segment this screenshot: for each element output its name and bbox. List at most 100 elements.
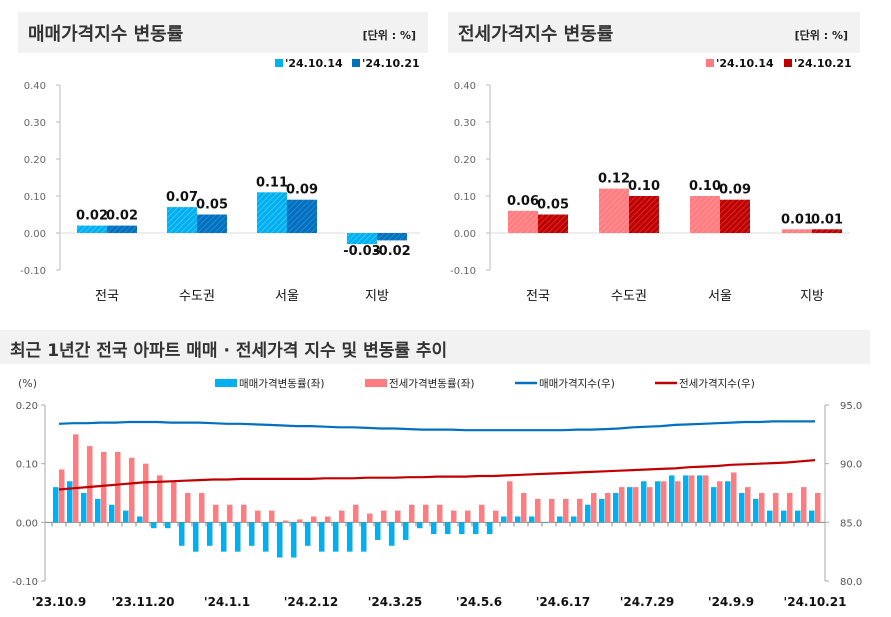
sale-rate-bar (431, 522, 437, 535)
bar-value-label: 0.02 (76, 209, 108, 224)
sale-rate-bar (389, 522, 395, 546)
bar-value-label: 0.10 (628, 179, 660, 194)
jeonse-rate-bar (787, 493, 793, 523)
jeonse-panel-header: 전세가격지수 변동률 [단위 : %] (448, 12, 860, 53)
jeonse-rate-bar (815, 493, 821, 523)
bar-week2 (287, 199, 317, 233)
jeonse-rate-bar (171, 481, 177, 523)
jeonse-index-line (58, 459, 816, 491)
x-tick-label: '24.10.21 (784, 595, 847, 609)
legend-label: '24.10.14 (285, 57, 343, 70)
jeonse-panel-unit: [단위 : %] (794, 29, 848, 42)
sale-rate-bar (95, 498, 101, 523)
bar-value-label: 0.09 (286, 183, 318, 198)
sale-rate-bar (711, 487, 717, 523)
x-tick-label: '24.7.29 (620, 595, 675, 609)
y-tick-label: -0.10 (450, 266, 476, 277)
sale-rate-bar (571, 516, 577, 523)
jeonse-rate-bar (157, 475, 163, 523)
jeonse-rate-bar (521, 493, 527, 523)
sale-rate-bar (361, 522, 367, 552)
bar-week2 (377, 233, 407, 241)
sale-rate-bar (277, 522, 283, 558)
legend-label: 매매가격지수(우) (539, 377, 615, 390)
x-tick-label: '24.2.12 (284, 595, 339, 609)
y-tick-label: 0.10 (24, 192, 46, 203)
y-tick-label: 0.40 (454, 81, 476, 92)
bar-week1 (347, 233, 377, 245)
sale-rate-bar (151, 522, 157, 529)
sale-rate-bar (333, 522, 339, 552)
sale-rate-bar (179, 522, 185, 546)
x-category-label: 서울 (708, 289, 732, 304)
jeonse-rate-bar (143, 463, 149, 523)
jeonse-rate-bar (59, 469, 65, 523)
jeonse-rate-bar (451, 510, 457, 523)
sale-rate-bar (221, 522, 227, 552)
legend-swatch (352, 59, 360, 67)
bar-week1 (782, 229, 812, 233)
jeonse-rate-bar (549, 498, 555, 523)
bar-week2 (107, 225, 137, 233)
bar-value-label: 0.05 (537, 198, 569, 213)
jeonse-rate-bar (661, 481, 667, 523)
jeonse-rate-bar (619, 487, 625, 523)
jeonse-rate-bar (283, 520, 289, 523)
legend-label: 전세가격지수(우) (679, 377, 755, 390)
sale-rate-bar (319, 522, 325, 552)
x-category-label: 전국 (526, 289, 550, 304)
x-tick-label: '23.10.9 (32, 595, 87, 609)
jeonse-rate-bar (381, 510, 387, 523)
bar-value-label: 0.01 (781, 212, 813, 227)
sale-rate-bar (375, 522, 381, 540)
jeonse-rate-bar (773, 493, 779, 523)
sale-rate-bar (235, 522, 241, 552)
right-tick-label: 85.0 (840, 518, 862, 529)
bar-week1 (508, 210, 538, 233)
legend-swatch (706, 59, 714, 67)
bar-week1 (77, 225, 107, 233)
y-tick-label: 0.10 (454, 192, 476, 203)
sale-rate-bar (53, 487, 59, 523)
legend-swatch (275, 59, 283, 67)
left-tick-label: -0.10 (12, 577, 38, 588)
sale-rate-bar (641, 481, 647, 523)
jeonse-rate-bar (717, 481, 723, 523)
sale-rate-bar (403, 522, 409, 540)
sale-rate-bar (627, 487, 633, 523)
trend-section-title: 최근 1년간 전국 아파트 매매 · 전세가격 지수 및 변동률 추이 (10, 341, 448, 361)
sale-rate-bar (585, 504, 591, 523)
x-tick-label: '23.11.20 (112, 595, 175, 609)
sale-rate-bar (67, 481, 73, 523)
legend-label: 전세가격변동률(좌) (389, 377, 474, 390)
sale-index-line (58, 420, 815, 432)
x-category-label: 수도권 (611, 289, 647, 304)
jeonse-rate-bar (703, 475, 709, 523)
jeonse-rate-bar (115, 451, 121, 523)
left-axis-unit: (%) (18, 377, 37, 390)
x-category-label: 수도권 (179, 289, 215, 304)
sale-rate-bar (809, 510, 815, 523)
jeonse-rate-bar (759, 493, 765, 523)
x-category-label: 지방 (365, 289, 389, 304)
bar-value-label: 0.01 (811, 212, 843, 227)
jeonse-rate-bar (129, 457, 135, 523)
sale-rate-bar (109, 504, 115, 523)
bar-value-label: 0.10 (689, 179, 721, 194)
jeonse-rate-bar (689, 475, 695, 523)
jeonse-rate-bar (563, 498, 569, 523)
sale-rate-bar (725, 481, 731, 523)
right-tick-label: 95.0 (840, 401, 862, 412)
sale-panel-title: 매매가격지수 변동률 (28, 24, 184, 45)
x-tick-label: '24.9.9 (708, 595, 754, 609)
legend-label: '24.10.21 (794, 57, 852, 70)
x-tick-label: '24.1.1 (204, 595, 250, 609)
trend-section-header: 최근 1년간 전국 아파트 매매 · 전세가격 지수 및 변동률 추이 (0, 330, 870, 364)
jeonse-rate-bar (591, 493, 597, 523)
jeonse-rate-bar (339, 510, 345, 523)
right-tick-label: 90.0 (840, 460, 862, 471)
jeonse-rate-bar (633, 487, 639, 523)
jeonse-rate-bar (297, 519, 303, 523)
jeonse-rate-bar (675, 481, 681, 523)
